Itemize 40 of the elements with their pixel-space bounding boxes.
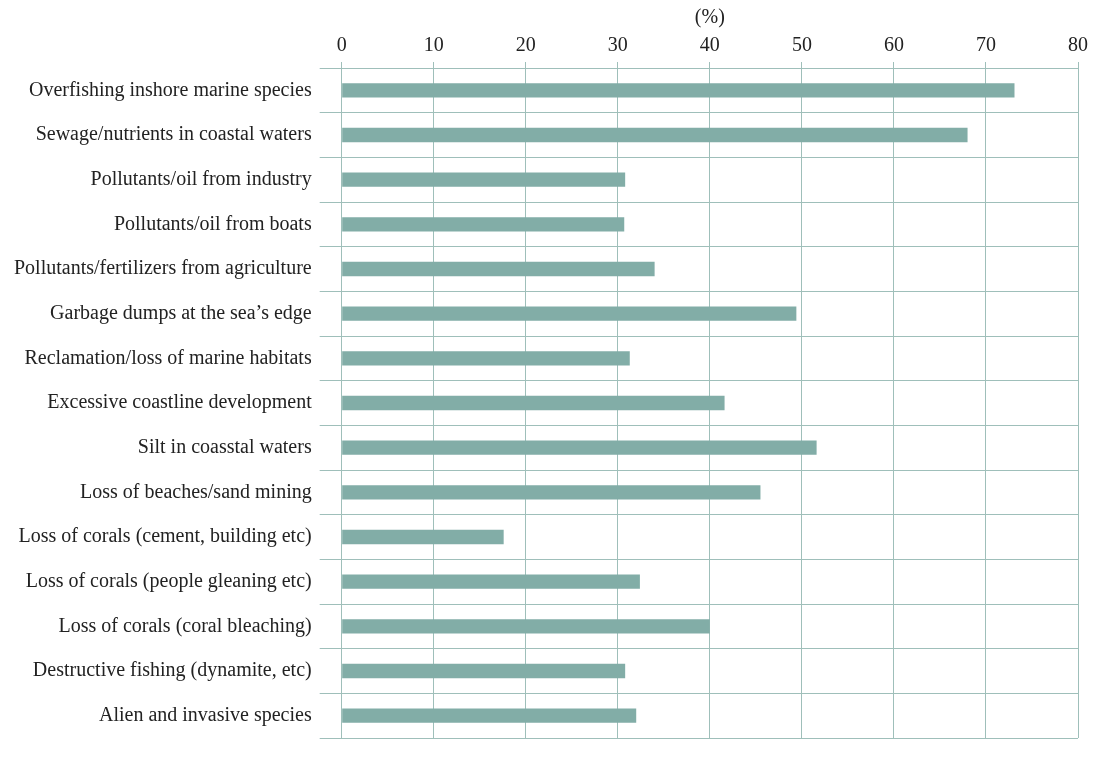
y-tick-label: Loss of corals (people gleaning etc) — [25, 568, 312, 592]
y-tick-label: Destructive fishing (dynamite, etc) — [32, 658, 312, 682]
y-tick-label: Silt in coasstal waters — [137, 434, 312, 457]
y-tick-label: Pollutants/oil from industry — [90, 166, 312, 190]
bar — [342, 708, 637, 723]
y-tick-label: Garbage dumps at the sea’s edge — [50, 300, 312, 324]
y-tick-label: Pollutants/oil from boats — [113, 211, 312, 234]
y-tick-label: Loss of corals (cement, building etc) — [18, 524, 312, 548]
x-tick-label: 70 — [975, 33, 996, 56]
y-tick-label: Loss of corals (coral bleaching) — [58, 613, 312, 637]
bar — [342, 663, 626, 679]
x-tick-label: 20 — [515, 33, 536, 56]
bar — [342, 395, 725, 411]
x-tick-label: 60 — [883, 33, 904, 56]
x-tick-label: 10 — [423, 33, 444, 56]
bar — [342, 485, 761, 500]
y-tick-label: Loss of beaches/sand mining — [80, 479, 312, 503]
y-tick-label: Sewage/nutrients in coastal waters — [35, 122, 312, 146]
y-tick-label: Excessive coastline development — [47, 390, 313, 414]
bar — [342, 574, 640, 589]
bar — [342, 127, 968, 143]
bar — [342, 351, 630, 366]
x-tick-label: 0 — [336, 33, 347, 56]
bar — [342, 261, 655, 277]
y-tick-label: Pollutants/fertilizers from agriculture — [14, 256, 312, 280]
bar — [342, 83, 1015, 98]
bar — [342, 217, 625, 232]
bar — [342, 306, 797, 321]
y-tick-label: Alien and invasive species — [98, 702, 312, 726]
bar — [342, 440, 817, 455]
bar — [342, 619, 710, 634]
y-tick-label: Reclamation/loss of marine habitats — [24, 345, 312, 368]
bar — [342, 529, 504, 545]
x-tick-label: 80 — [1068, 33, 1088, 56]
y-tick-label: Overfishing inshore marine species — [28, 77, 312, 101]
bar — [342, 172, 626, 187]
x-tick-label: 50 — [791, 33, 812, 56]
x-axis-title: (%) — [694, 5, 725, 29]
x-tick-label: 40 — [699, 33, 720, 56]
x-tick-label: 30 — [607, 33, 628, 56]
